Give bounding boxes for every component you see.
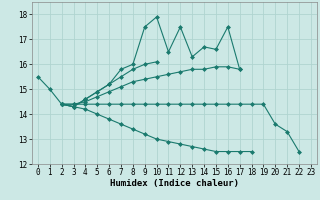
- X-axis label: Humidex (Indice chaleur): Humidex (Indice chaleur): [110, 179, 239, 188]
